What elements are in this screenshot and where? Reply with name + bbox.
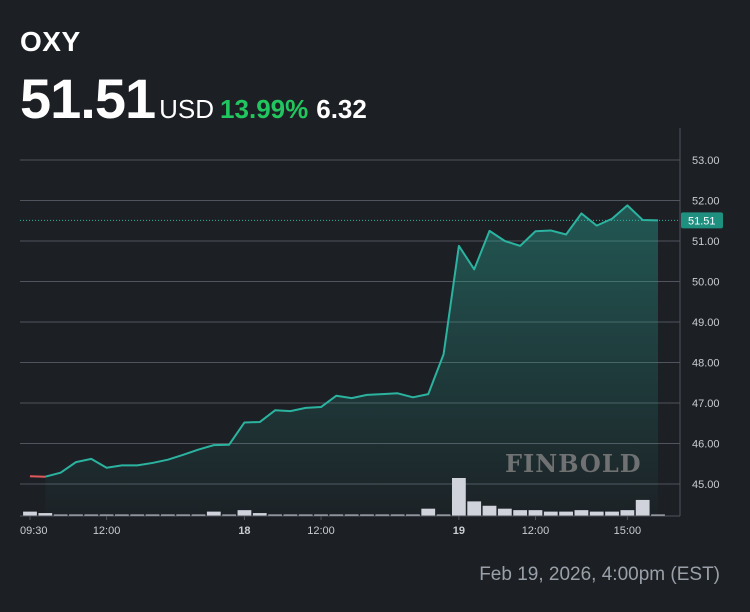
volume-bar (390, 514, 405, 516)
volume-bar (574, 510, 589, 516)
x-axis: 09:30 12:00 18 12:00 19 12:00 15:00 (20, 516, 641, 537)
volume-bar (268, 514, 282, 516)
volume-bar (23, 511, 37, 516)
price-area (45, 205, 658, 517)
x-tick-label: 19 (453, 525, 465, 537)
y-tick-label: 45.00 (692, 479, 720, 491)
volume-bar (298, 514, 313, 516)
volume-bars (23, 478, 665, 516)
volume-bar (329, 514, 344, 516)
volume-bar (130, 514, 145, 516)
currency-label: USD (159, 94, 215, 124)
volume-bar (222, 514, 237, 516)
last-price-marker: 51.51 (20, 212, 723, 229)
volume-bar (252, 513, 267, 516)
price-line (45, 204, 659, 478)
absolute-change: 6.32 (316, 94, 367, 124)
volume-bar (115, 514, 129, 516)
volume-bar (513, 510, 528, 516)
volume-bar (406, 514, 420, 516)
timestamp: Feb 19, 2026, 4:00pm (EST) (479, 564, 720, 585)
volume-bar (69, 514, 83, 516)
volume-bar (528, 510, 543, 516)
volume-bar (436, 514, 451, 516)
volume-bar (344, 514, 359, 516)
y-tick-label: 47.00 (692, 398, 720, 410)
volume-bar (176, 514, 191, 516)
last-price-label: 51.51 (688, 215, 716, 227)
volume-bar (375, 514, 390, 516)
area-fill (45, 205, 658, 517)
y-axis: 45.00 46.00 47.00 48.00 49.00 50.00 51.00 52.00… (20, 128, 720, 517)
last-price-badge (681, 212, 723, 229)
volume-bar (451, 478, 466, 516)
ticker-symbol: OXY (20, 26, 81, 57)
volume-bar (237, 510, 252, 516)
volume-bar (559, 511, 573, 516)
volume-bar (635, 499, 650, 516)
volume-bar (620, 510, 635, 516)
volume-bar (589, 511, 604, 516)
current-price: 51.51 (20, 67, 156, 130)
volume-bar (314, 514, 328, 516)
volume-bar (360, 514, 374, 516)
volume-bar (38, 513, 53, 516)
volume-bar (651, 514, 665, 516)
price-line-group (29, 204, 659, 478)
volume-bar (467, 501, 482, 516)
x-tick-label: 15:00 (614, 525, 642, 537)
volume-bar (84, 514, 99, 516)
x-tick-label: 12:00 (522, 525, 550, 537)
volume-bar (206, 511, 221, 516)
volume-bar (160, 514, 175, 516)
volume-bar (497, 508, 512, 516)
volume-bar (482, 505, 497, 516)
volume-bar (53, 514, 68, 516)
y-tick-label: 52.00 (692, 196, 720, 208)
y-tick-label: 53.00 (692, 155, 720, 167)
volume-bar (145, 514, 160, 516)
volume-bar (283, 514, 298, 516)
volume-bar (99, 514, 114, 516)
x-tick-label: 18 (238, 525, 250, 537)
x-tick-label: 12:00 (307, 525, 335, 537)
quote-row: 51.51 USD 13.99% 6.32 (20, 66, 367, 131)
y-tick-label: 48.00 (692, 358, 720, 370)
x-tick-label: 09:30 (20, 525, 48, 537)
y-tick-label: 46.00 (692, 439, 720, 451)
y-tick-label: 49.00 (692, 317, 720, 329)
volume-bar (543, 511, 558, 516)
volume-bar (605, 511, 619, 516)
percent-change: 13.99% (220, 94, 309, 124)
volume-bar (191, 514, 206, 516)
x-tick-label: 12:00 (93, 525, 121, 537)
y-tick-label: 50.00 (692, 277, 720, 289)
finbold-watermark: FINBOLD (505, 449, 642, 478)
y-tick-label: 51.00 (692, 236, 720, 248)
volume-bar (421, 508, 436, 516)
